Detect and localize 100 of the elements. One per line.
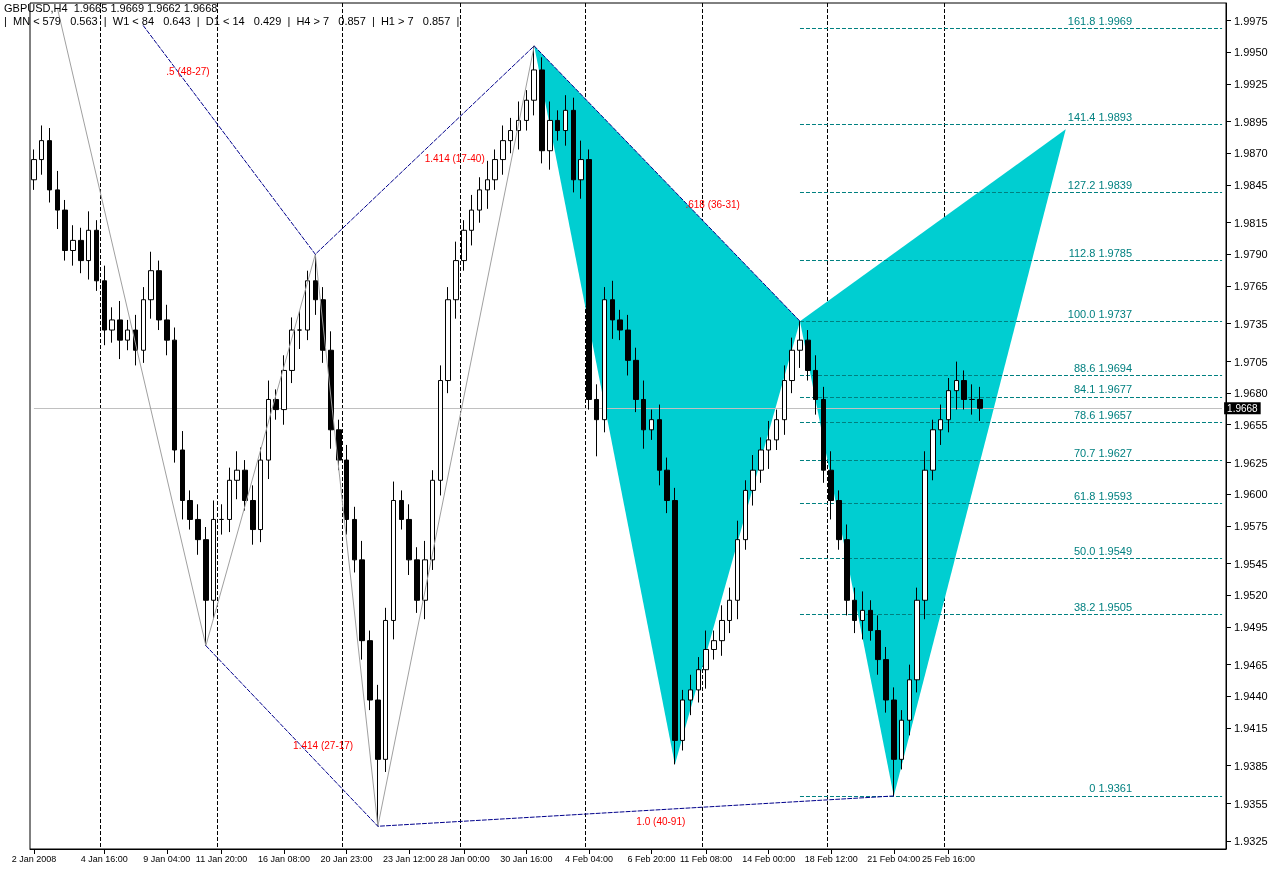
- candlestick: [555, 109, 560, 142]
- ref-line-label: 112.8 1.9785: [1068, 247, 1133, 260]
- x-tick-label: 16 Jan 08:00: [258, 853, 311, 864]
- candlestick: [946, 377, 951, 433]
- y-tick-label: 1.9465: [1234, 658, 1268, 671]
- candlestick: [657, 404, 662, 486]
- candlestick: [62, 199, 68, 262]
- ref-line-label: 50.0 1.9549: [1073, 545, 1133, 558]
- candlestick: [445, 286, 451, 394]
- annotation: 1.414 (17-40): [424, 153, 485, 165]
- y-tick-label: 1.9355: [1234, 797, 1268, 810]
- candlestick: [250, 484, 256, 546]
- candlestick: [805, 329, 811, 382]
- ref-line-label: 127.2 1.9839: [1067, 178, 1133, 191]
- x-tick-label: 11 Jan 20:00: [195, 853, 248, 864]
- ref-line-label: 100.0 1.9737: [1067, 307, 1133, 320]
- candlestick: [109, 306, 115, 344]
- candlestick: [70, 224, 76, 267]
- ref-line-label: 70.7 1.9627: [1073, 446, 1133, 459]
- annotation: .5 (48-27): [166, 65, 210, 77]
- candlestick: [227, 467, 232, 533]
- y-tick-label: 1.9385: [1234, 759, 1268, 772]
- candlestick: [258, 446, 263, 543]
- ref-line-label: 1.9668: [1227, 402, 1259, 414]
- ref-line-label: 141.4 1.9893: [1067, 110, 1133, 123]
- y-tick-label: 1.9870: [1234, 147, 1268, 160]
- candlestick: [641, 380, 646, 450]
- candlestick: [782, 364, 787, 436]
- candlestick: [750, 454, 756, 507]
- x-tick-label: 23 Jan 12:00: [383, 853, 436, 864]
- candlestick: [852, 587, 857, 634]
- candlestick: [125, 319, 130, 351]
- candlestick: [578, 140, 584, 200]
- candlestick: [914, 587, 920, 693]
- candlestick: [602, 286, 607, 433]
- candlestick: [797, 320, 803, 369]
- candlestick: [547, 100, 553, 171]
- candlestick: [359, 540, 365, 661]
- candlestick: [727, 587, 732, 634]
- candlestick: [430, 469, 435, 571]
- y-tick-label: 1.9625: [1234, 456, 1268, 469]
- candlestick: [860, 590, 865, 640]
- ref-line-label: 0 1.9361: [1089, 782, 1133, 795]
- candlestick: [500, 124, 506, 176]
- candlestick: [141, 286, 146, 364]
- y-tick-label: 1.9975: [1234, 14, 1268, 27]
- y-tick-label: 1.9520: [1234, 589, 1268, 602]
- y-tick-label: 1.9815: [1234, 216, 1268, 229]
- x-tick-label: 25 Feb 16:00: [921, 853, 976, 864]
- candlestick: [78, 227, 84, 274]
- candlestick: [938, 404, 943, 446]
- candlestick: [922, 450, 928, 620]
- candlestick: [719, 604, 725, 657]
- candlestick: [633, 347, 639, 413]
- y-tick-label: 1.9325: [1234, 835, 1268, 848]
- candlestick: [875, 614, 881, 676]
- candlestick: [774, 409, 779, 451]
- y-tick-label: 1.9705: [1234, 355, 1268, 368]
- candlestick: [907, 664, 912, 736]
- candlestick: [617, 309, 623, 341]
- candlestick: [352, 506, 357, 573]
- y-tick-label: 1.9655: [1234, 418, 1268, 431]
- x-tick-label: 21 Feb 04:00: [867, 853, 921, 864]
- candlestick: [789, 337, 795, 394]
- candlestick: [180, 430, 185, 520]
- x-tick-label: 30 Jan 16:00: [500, 853, 553, 864]
- x-tick-label: 9 Jan 04:00: [143, 853, 191, 864]
- candlestick: [234, 450, 240, 500]
- candlestick: [766, 420, 771, 470]
- chart-title: GBPUSD,H4 1.9665 1.9669 1.9662 1.9668: [4, 1, 218, 14]
- candlestick: [86, 210, 91, 281]
- candlestick: [297, 310, 302, 350]
- candlestick: [868, 599, 873, 642]
- candlestick: [195, 503, 201, 556]
- candlestick: [954, 361, 959, 411]
- candlestick: [156, 260, 162, 331]
- candlestick: [594, 383, 599, 457]
- candlestick: [610, 280, 615, 340]
- candlestick: [571, 97, 576, 193]
- candlestick: [281, 354, 287, 426]
- candlestick: [649, 409, 654, 441]
- line-series: [142, 25, 801, 322]
- y-tick-label: 1.9575: [1234, 519, 1268, 532]
- y-tick-label: 1.9735: [1234, 317, 1268, 330]
- candlestick: [305, 270, 310, 341]
- y-tick-label: 1.9765: [1234, 279, 1268, 292]
- candlestick: [844, 523, 850, 616]
- annotation: 1.414 (27-17): [293, 740, 354, 752]
- candlestick: [969, 383, 975, 416]
- candlestick: [399, 489, 404, 531]
- x-tick-label: 14 Feb 00:00: [742, 853, 796, 864]
- x-tick-label: 6 Feb 20:00: [627, 853, 676, 864]
- y-tick-label: 1.9790: [1234, 248, 1268, 261]
- ref-line-label: 161.8 1.9969: [1067, 14, 1133, 27]
- candlestick: [485, 160, 490, 210]
- candlestick: [55, 170, 60, 230]
- candlestick: [47, 127, 52, 203]
- candlestick: [735, 520, 740, 620]
- candlestick: [883, 646, 889, 714]
- candlestick: [148, 251, 154, 320]
